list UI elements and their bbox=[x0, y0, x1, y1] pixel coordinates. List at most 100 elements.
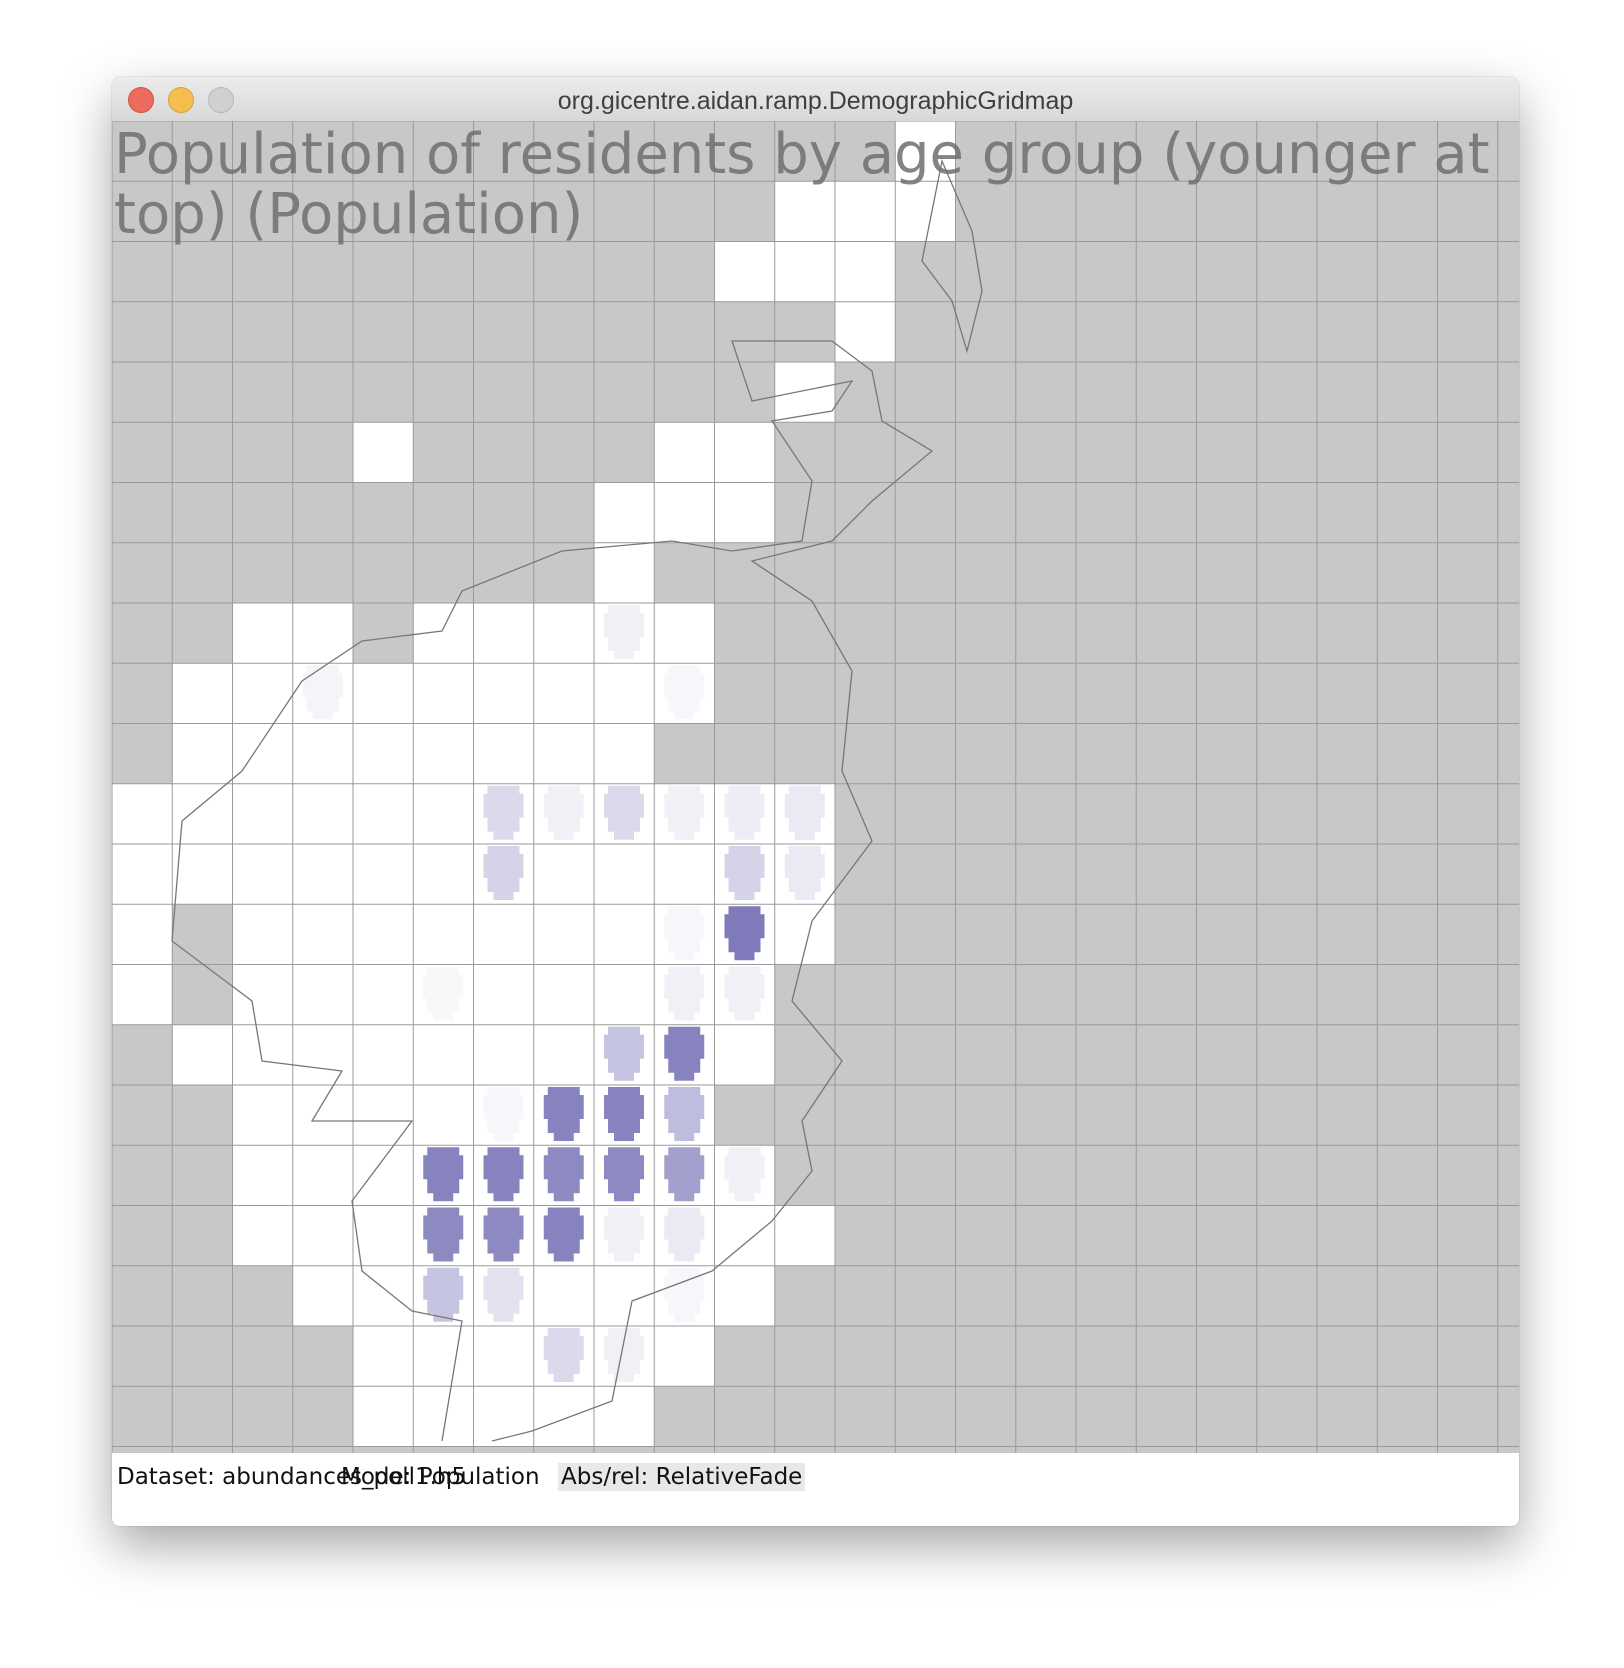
land-cell bbox=[714, 241, 775, 302]
land-cell bbox=[714, 482, 775, 543]
population-glyph bbox=[724, 966, 765, 1021]
land-cell bbox=[112, 964, 173, 1025]
land-cell bbox=[353, 783, 414, 844]
land-cell bbox=[594, 723, 655, 784]
land-cell bbox=[232, 844, 293, 905]
land-cell bbox=[774, 1205, 835, 1266]
land-cell bbox=[774, 783, 835, 844]
status-absrel[interactable]: Abs/rel: RelativeFade bbox=[558, 1463, 806, 1491]
land-cell bbox=[714, 964, 775, 1025]
land-cell bbox=[473, 783, 534, 844]
land-cell bbox=[413, 1024, 474, 1085]
land-cell bbox=[353, 844, 414, 905]
land-cell bbox=[654, 1205, 715, 1266]
land-cell bbox=[594, 1326, 655, 1387]
population-glyph bbox=[664, 665, 705, 720]
population-glyph bbox=[664, 1026, 705, 1081]
land-cell bbox=[413, 1265, 474, 1326]
population-glyph bbox=[664, 1267, 705, 1322]
land-cell bbox=[594, 603, 655, 664]
land-cell bbox=[473, 1326, 534, 1387]
land-cell bbox=[473, 1386, 534, 1447]
land-cell bbox=[172, 783, 233, 844]
land-cell bbox=[112, 904, 173, 965]
land-cell bbox=[232, 1085, 293, 1146]
land-cell bbox=[353, 1145, 414, 1206]
land-cell bbox=[232, 904, 293, 965]
land-cell bbox=[774, 904, 835, 965]
population-glyph bbox=[543, 1207, 584, 1262]
land-cell bbox=[533, 663, 594, 724]
land-cell bbox=[413, 1386, 474, 1447]
land-cell bbox=[112, 844, 173, 905]
land-cell bbox=[353, 1265, 414, 1326]
window-title: org.gicentre.aidan.ramp.DemographicGridm… bbox=[557, 87, 1074, 115]
land-cell bbox=[714, 422, 775, 483]
land-cell bbox=[353, 663, 414, 724]
land-cell bbox=[473, 603, 534, 664]
land-cell bbox=[533, 1024, 594, 1085]
land-cell bbox=[473, 1085, 534, 1146]
population-glyph bbox=[604, 1328, 644, 1382]
land-cell bbox=[594, 844, 655, 905]
land-cell bbox=[292, 663, 353, 724]
population-glyph bbox=[302, 665, 343, 720]
population-glyph bbox=[423, 966, 464, 1021]
land-cell bbox=[473, 964, 534, 1025]
land-cell bbox=[533, 603, 594, 664]
land-cell bbox=[353, 1326, 414, 1387]
land-cell bbox=[172, 723, 233, 784]
land-cell bbox=[714, 1024, 775, 1085]
land-cell bbox=[413, 723, 474, 784]
land-cell bbox=[714, 844, 775, 905]
population-glyph bbox=[784, 785, 825, 840]
land-cell bbox=[292, 1085, 353, 1146]
population-glyph bbox=[543, 785, 584, 840]
status-bar: Dataset: abundances_poll1.h5 Mode: Popul… bbox=[112, 1453, 1519, 1526]
land-cell bbox=[654, 482, 715, 543]
land-cell bbox=[473, 663, 534, 724]
land-cell bbox=[533, 1326, 594, 1387]
population-glyph bbox=[483, 1207, 524, 1262]
close-button[interactable] bbox=[128, 87, 154, 113]
land-cell bbox=[232, 783, 293, 844]
land-cell bbox=[714, 1265, 775, 1326]
land-cell bbox=[654, 783, 715, 844]
minimize-button[interactable] bbox=[168, 87, 194, 113]
land-cell bbox=[774, 844, 835, 905]
land-cell bbox=[292, 964, 353, 1025]
land-cell bbox=[533, 904, 594, 965]
land-cell bbox=[835, 301, 896, 362]
land-cell bbox=[594, 783, 655, 844]
land-cell bbox=[774, 241, 835, 302]
land-cell bbox=[292, 1145, 353, 1206]
land-cell bbox=[353, 964, 414, 1025]
land-cell bbox=[654, 904, 715, 965]
land-cell bbox=[533, 723, 594, 784]
population-glyph bbox=[604, 1207, 644, 1262]
population-glyph bbox=[483, 846, 524, 900]
population-glyph bbox=[724, 846, 765, 900]
land-cell bbox=[232, 1205, 293, 1266]
zoom-button[interactable] bbox=[208, 87, 234, 113]
land-cell bbox=[353, 723, 414, 784]
land-cell bbox=[533, 844, 594, 905]
population-glyph bbox=[423, 1267, 464, 1322]
land-cell bbox=[594, 964, 655, 1025]
land-cell bbox=[292, 1024, 353, 1085]
land-cell bbox=[654, 844, 715, 905]
map-title: Population of residents by age group (yo… bbox=[114, 122, 1490, 247]
land-cell bbox=[533, 964, 594, 1025]
grid bbox=[112, 121, 1519, 1453]
land-cell bbox=[473, 904, 534, 965]
land-cell bbox=[594, 482, 655, 543]
land-cell bbox=[594, 542, 655, 603]
population-glyph bbox=[664, 1207, 705, 1262]
coastline bbox=[171, 340, 934, 1442]
land-cell bbox=[292, 904, 353, 965]
land-cell bbox=[714, 1205, 775, 1266]
population-glyph bbox=[483, 1087, 524, 1141]
land-cell bbox=[654, 964, 715, 1025]
population-glyph bbox=[483, 1267, 524, 1322]
